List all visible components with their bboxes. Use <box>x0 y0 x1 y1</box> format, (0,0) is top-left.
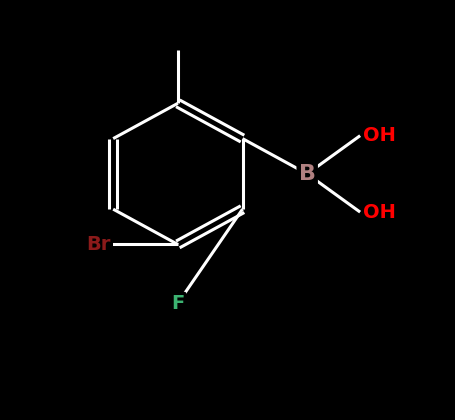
Text: OH: OH <box>362 202 395 222</box>
Text: OH: OH <box>362 126 395 145</box>
Text: F: F <box>171 294 184 313</box>
Text: B: B <box>298 164 315 184</box>
Text: Br: Br <box>86 235 111 254</box>
